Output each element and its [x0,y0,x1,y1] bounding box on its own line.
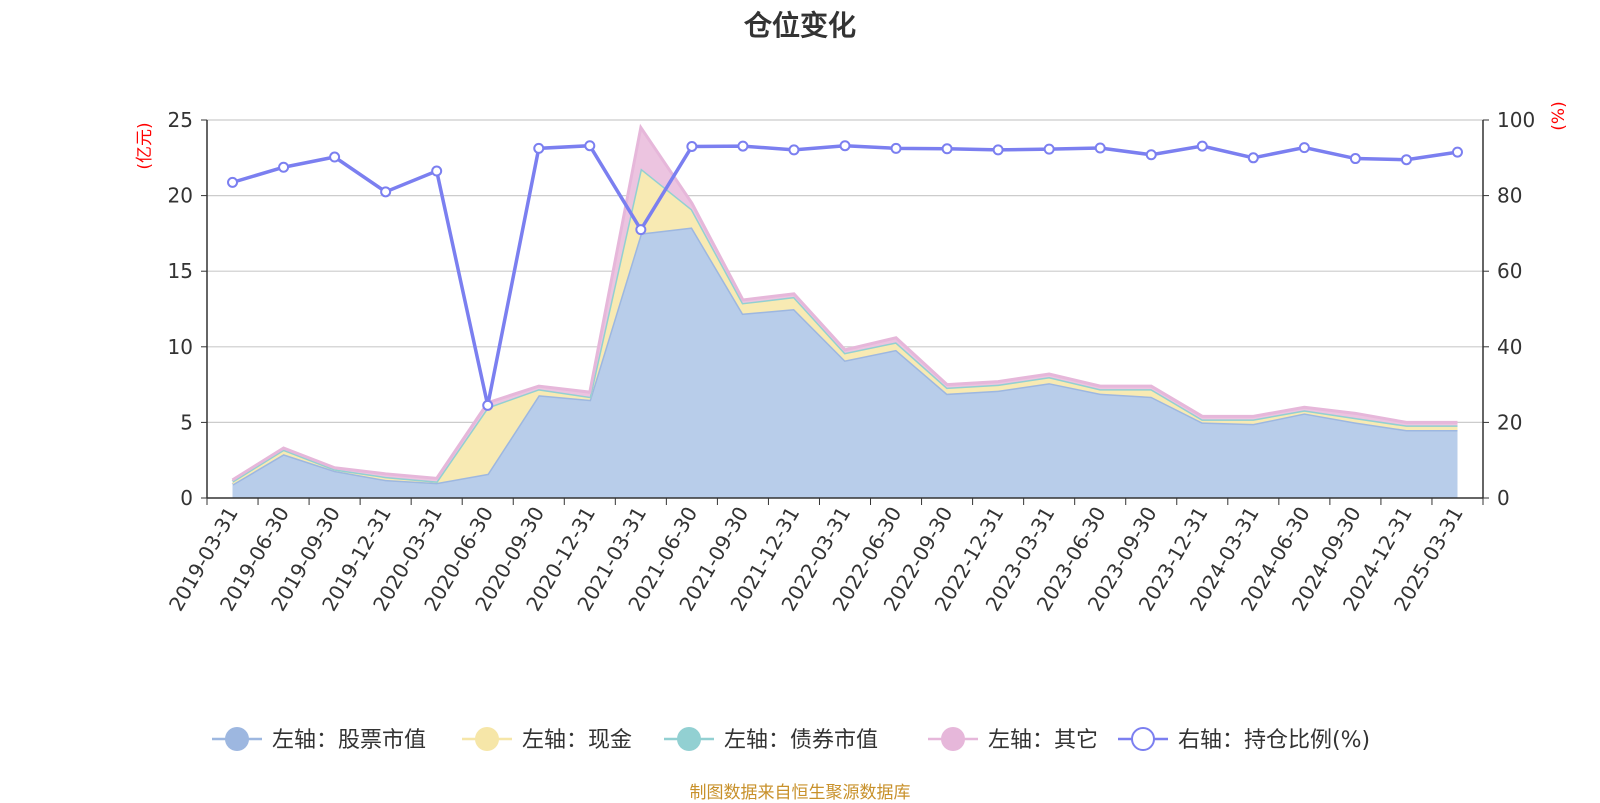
line-point [890,142,902,154]
area-layer [231,123,1458,499]
area-series-0 [232,227,1458,499]
line-layer [227,140,1463,411]
chart-title: 仓位变化 [743,9,856,42]
left-axis-tick-label: 5 [180,410,193,434]
legend-marker [225,727,249,751]
right-axis-tick-label: 0 [1497,486,1510,510]
legend-label: 左轴：现金 [522,728,632,753]
source-note: 制图数据来自恒生聚源数据库 [689,783,911,803]
line-point [533,142,545,154]
line-point [278,161,290,173]
right-axis-tick-label: 40 [1497,335,1522,359]
legend-label: 左轴：股票市值 [272,728,426,753]
line-point [635,224,647,236]
legend-label: 右轴：持仓比例(%) [1178,728,1370,753]
area-outline-series-3 [231,123,1458,482]
line-point [839,140,851,152]
line-point [992,144,1004,156]
line-point [941,143,953,155]
line-point [1094,142,1106,154]
legend-marker [475,727,499,751]
line-point [686,140,698,152]
line-point [1196,140,1208,152]
left-axis-tick-label: 25 [168,108,193,132]
legend-marker [677,727,701,751]
line-point [1298,142,1310,154]
legend-label: 左轴：其它 [988,728,1098,753]
left-axis-tick-label: 0 [180,486,193,510]
legend-marker [1131,727,1155,751]
right-axis-tick-label: 60 [1497,259,1522,283]
left-axis-tick-label: 15 [168,259,193,283]
line-point [1145,149,1157,161]
legend: 左轴：股票市值 左轴：现金 左轴：债券市值 左轴：其它 右轴：持仓比例(%) [212,727,1370,753]
line-point [431,165,443,177]
legend-label: 左轴：债券市值 [724,728,878,753]
line-point [737,140,749,152]
right-axis-unit: (%) [1549,101,1569,130]
line-point [482,399,494,411]
line-point [584,140,596,152]
left-axis-tick-label: 20 [168,184,193,208]
line-point [227,176,239,188]
line-point [788,144,800,156]
left-axis-unit: (亿元) [135,122,155,169]
right-axis-tick-label: 100 [1497,108,1535,132]
right-axis-tick-label: 20 [1497,410,1522,434]
line-point [329,151,341,163]
line-point [1043,143,1055,155]
left-axis-tick-label: 10 [168,335,193,359]
line-point [1247,152,1259,164]
line-point [1451,146,1463,158]
legend-marker [941,727,965,751]
line-point [380,186,392,198]
line-point [1400,154,1412,166]
line-point [1349,153,1361,165]
right-axis-tick-label: 80 [1497,184,1522,208]
